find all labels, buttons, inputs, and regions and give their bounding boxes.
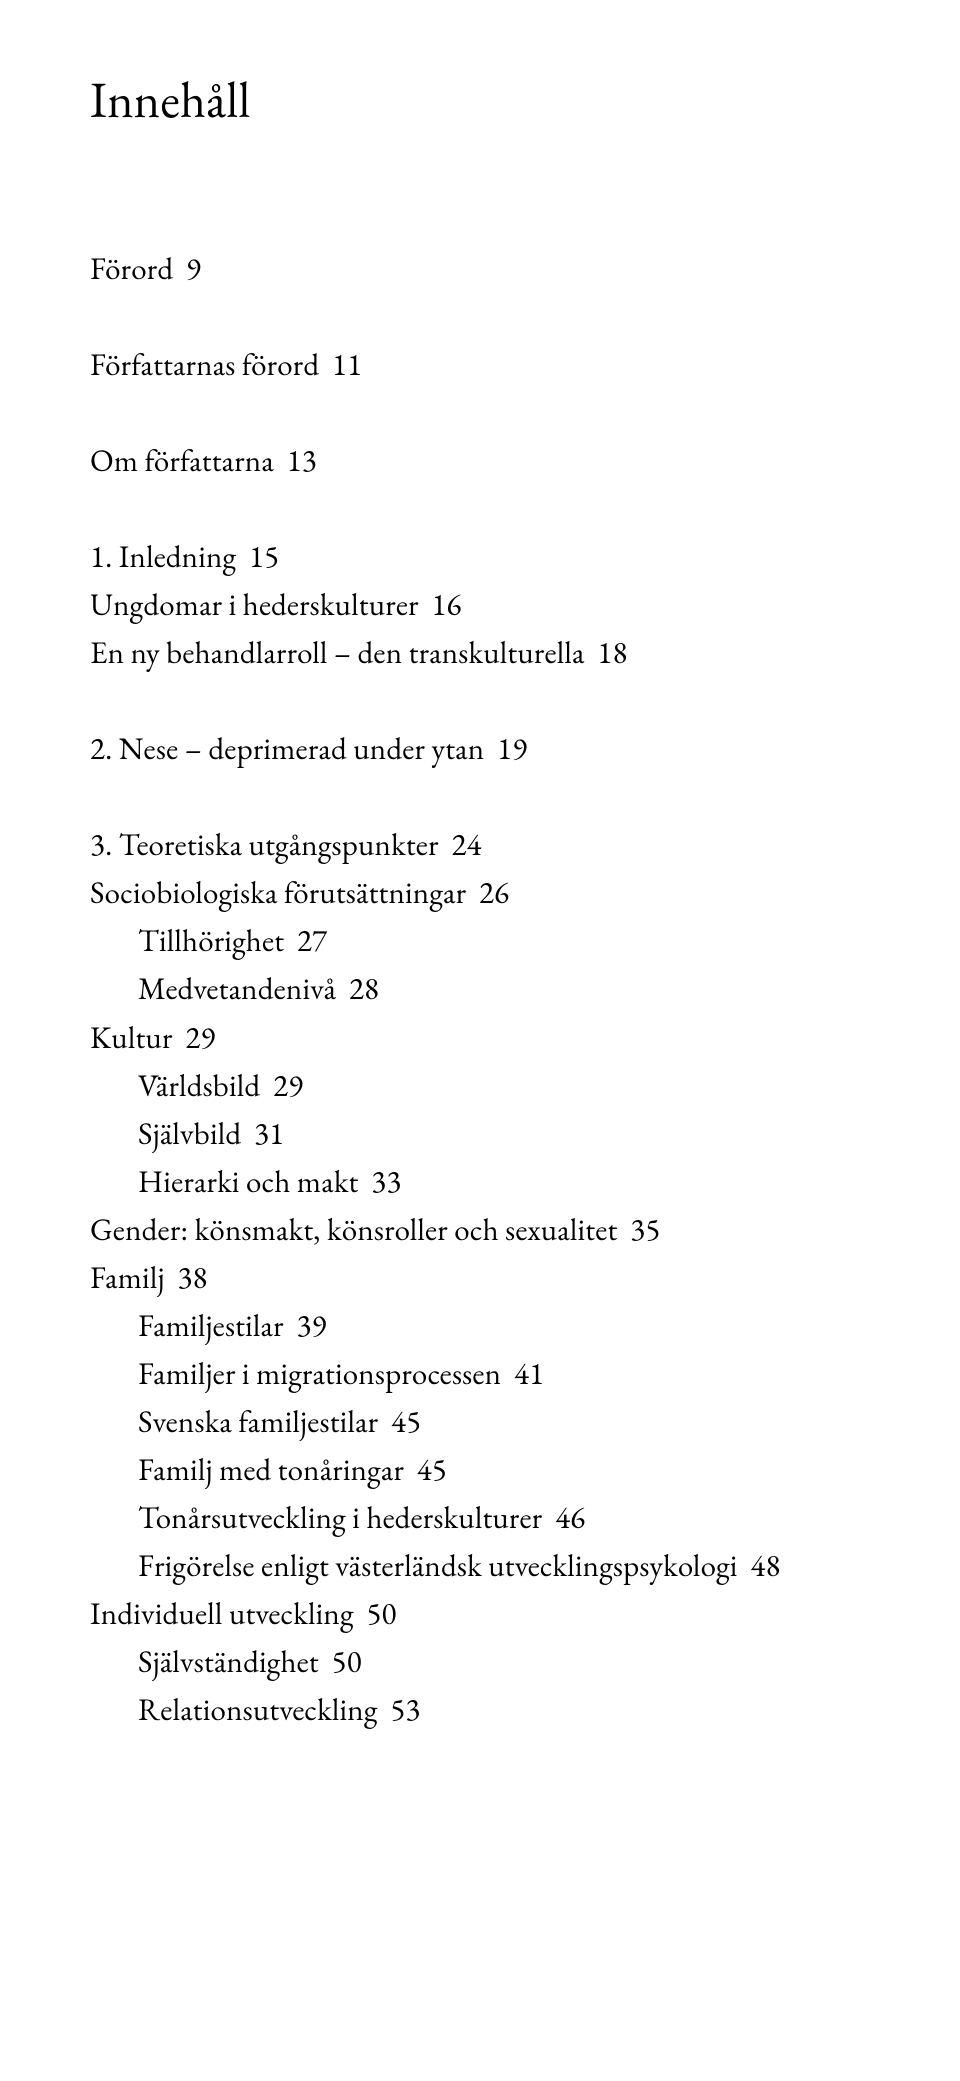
toc-section: 3. Teoretiska utgångspunkter 24Sociobiol…: [90, 821, 870, 1734]
toc-entry: Om författarna 13: [90, 437, 870, 485]
toc-section: 2. Nese – deprimerad under ytan 19: [90, 725, 870, 773]
toc-entry: Familjestilar 39: [90, 1302, 870, 1350]
toc-section: 1. Inledning 15Ungdomar i hederskulturer…: [90, 533, 870, 677]
toc-entry: Författarnas förord 11: [90, 341, 870, 389]
toc-entry: Hierarki och makt 33: [90, 1158, 870, 1206]
toc-entry: Svenska familjestilar 45: [90, 1398, 870, 1446]
page: Innehåll Förord 9 Författarnas förord 11 O…: [0, 0, 960, 1872]
toc-entry: Ungdomar i hederskulturer 16: [90, 581, 870, 629]
table-of-contents: Förord 9 Författarnas förord 11 Om författ…: [90, 245, 870, 1734]
toc-entry: En ny behandlarroll – den transkulturell…: [90, 629, 870, 677]
toc-entry: Relationsutveckling 53: [90, 1686, 870, 1734]
toc-entry: Tonårsutveckling i hederskulturer 46: [90, 1494, 870, 1542]
toc-entry: Självständighet 50: [90, 1638, 870, 1686]
toc-entry: Världsbild 29: [90, 1062, 870, 1110]
toc-entry: Gender: könsmakt, könsroller och sexuali…: [90, 1206, 870, 1254]
toc-entry: Sociobiologiska förutsättningar 26: [90, 869, 870, 917]
toc-entry: Familj 38: [90, 1254, 870, 1302]
toc-entry: Förord 9: [90, 245, 870, 293]
toc-entry: 2. Nese – deprimerad under ytan 19: [90, 725, 870, 773]
toc-entry: Frigörelse enligt västerländsk utvecklin…: [90, 1542, 870, 1590]
toc-entry: 3. Teoretiska utgångspunkter 24: [90, 821, 870, 869]
toc-section: Om författarna 13: [90, 437, 870, 485]
toc-section: Förord 9: [90, 245, 870, 293]
toc-entry: Familj med tonåringar 45: [90, 1446, 870, 1494]
toc-entry: Självbild 31: [90, 1110, 870, 1158]
toc-entry: Medvetandenivå 28: [90, 965, 870, 1013]
toc-entry: Kultur 29: [90, 1014, 870, 1062]
page-title: Innehåll: [90, 72, 870, 127]
toc-entry: 1. Inledning 15: [90, 533, 870, 581]
toc-entry: Tillhörighet 27: [90, 917, 870, 965]
toc-entry: Individuell utveckling 50: [90, 1590, 870, 1638]
toc-section: Författarnas förord 11: [90, 341, 870, 389]
toc-entry: Familjer i migrationsprocessen 41: [90, 1350, 870, 1398]
